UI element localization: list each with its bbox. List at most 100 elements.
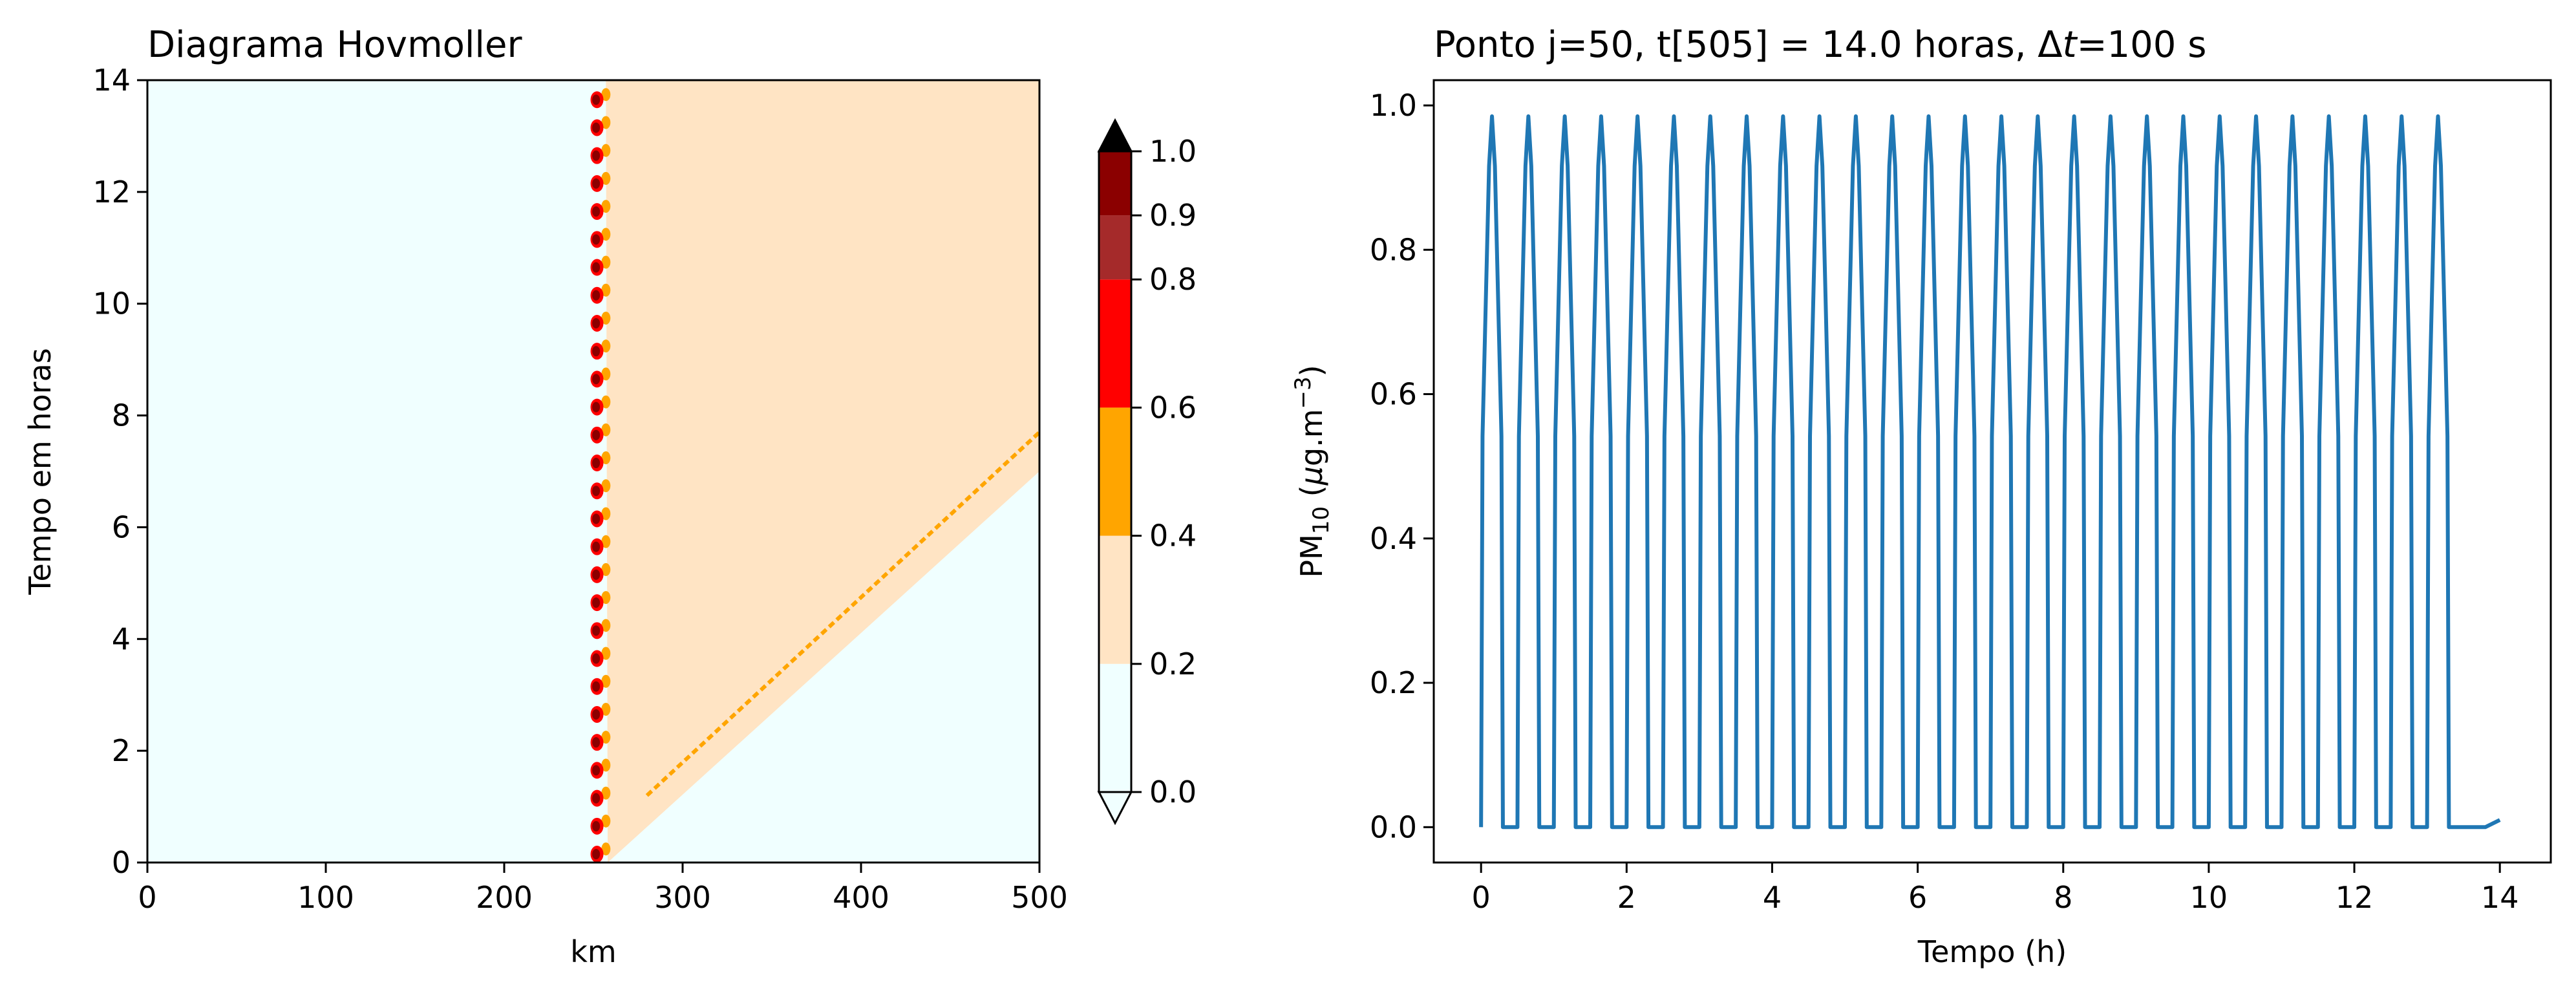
source-pulse-halo [601, 339, 611, 353]
source-pulse-core [592, 458, 601, 469]
source-pulse-halo [601, 144, 611, 157]
source-pulse-halo [601, 311, 611, 325]
source-pulse-halo [601, 619, 611, 632]
y-tick-label: 0.6 [1370, 377, 1417, 412]
colorbar-tick-label: 0.8 [1149, 262, 1197, 297]
source-pulse-core [592, 541, 601, 552]
source-pulse-core [592, 569, 601, 580]
source-pulse-halo [601, 88, 611, 102]
y-tick-label: 0.8 [1370, 232, 1417, 267]
timeseries-chart: Ponto j=50, t[505] = 14.0 horas, Δt=100 … [1290, 24, 2552, 969]
x-tick-label: 0 [1472, 880, 1491, 915]
hovmoller-y-ticks: 0 2 4 6 8 10 12 14 [92, 63, 147, 880]
source-pulse-halo [601, 116, 611, 129]
source-pulse-halo [601, 702, 611, 716]
source-pulse-core [592, 290, 601, 301]
source-pulse-core [592, 234, 601, 245]
source-pulse-halo [601, 842, 611, 856]
source-pulse-core [592, 429, 601, 440]
hovmoller-x-label: km [570, 934, 616, 969]
hovmoller-y-label: Tempo em horas [23, 348, 58, 595]
source-pulse-core [592, 262, 601, 273]
x-tick-label: 2 [1617, 880, 1636, 915]
x-tick-label: 4 [1763, 880, 1782, 915]
source-pulse-halo [601, 395, 611, 409]
source-pulse-core [592, 513, 601, 524]
y-tick-label: 12 [92, 175, 131, 209]
colorbar-under-arrow [1097, 791, 1133, 826]
source-pulse-core [592, 346, 601, 357]
x-tick-label: 14 [2481, 880, 2519, 915]
x-tick-label: 10 [2190, 880, 2228, 915]
hovmoller-x-ticks: 0 100 200 300 400 500 [138, 863, 1068, 915]
source-pulse-core [592, 94, 601, 105]
peak-front-line [645, 431, 1039, 797]
source-pulse-core [592, 206, 601, 217]
colorbar-frame [1098, 150, 1133, 793]
source-pulse-halo [601, 171, 611, 185]
source-pulse-halo [601, 731, 611, 744]
timeseries-frame [1432, 79, 2552, 864]
source-pulse-core [592, 486, 601, 497]
timeseries-plot-area [1479, 114, 2501, 830]
x-tick-label: 8 [2054, 880, 2072, 915]
source-pulse-core [592, 625, 601, 636]
colorbar-tick-label: 0.9 [1149, 198, 1197, 233]
y-tick-label: 2 [112, 733, 131, 768]
source-pulse-halo [601, 255, 611, 269]
y-tick-label: 8 [112, 398, 131, 433]
source-pulse-core [592, 793, 601, 804]
colorbar-bands [1097, 118, 1133, 826]
source-pulse-core [592, 178, 601, 189]
x-tick-label: 100 [297, 880, 354, 915]
timeseries-x-ticks: 0 2 4 6 8 10 12 14 [1472, 863, 2519, 915]
hovmoller-chart: Diagrama Hovmoller 0 100 200 300 400 500 0 2 4 6… [23, 24, 1068, 969]
x-tick-label: 500 [1011, 880, 1068, 915]
source-pulse-halo [601, 423, 611, 436]
colorbar-over-arrow [1097, 118, 1133, 153]
hovmoller-title: Diagrama Hovmoller [147, 24, 522, 66]
y-tick-label: 0.4 [1370, 521, 1417, 556]
colorbar-band [1099, 279, 1131, 408]
colorbar-band [1099, 407, 1131, 536]
colorbar-band [1099, 663, 1131, 792]
source-pulse-halo [601, 200, 611, 213]
source-pulse-halo [601, 367, 611, 381]
hovmoller-plot-area [147, 80, 1039, 863]
colorbar-tick-label: 0.4 [1149, 519, 1197, 553]
y-tick-label: 10 [92, 286, 131, 321]
source-pulse-halo [601, 535, 611, 548]
y-tick-label: 14 [92, 63, 131, 98]
timeseries-x-label: Tempo (h) [1917, 934, 2067, 969]
y-tick-label: 1.0 [1370, 88, 1417, 123]
colorbar-band [1099, 215, 1131, 280]
source-pulse-halo [601, 814, 611, 828]
colorbar-ticks: 0.0 0.2 0.4 0.6 0.8 0.9 1.0 [1131, 134, 1197, 809]
x-tick-label: 6 [1908, 880, 1927, 915]
source-pulse-halo [601, 228, 611, 241]
source-pulse-halo [601, 283, 611, 297]
source-pulse-halo [601, 786, 611, 800]
y-tick-label: 4 [112, 621, 131, 656]
colorbar-tick-label: 0.2 [1149, 647, 1197, 681]
source-pulse-halo [601, 758, 611, 772]
colorbar: 0.0 0.2 0.4 0.6 0.8 0.9 1.0 [1097, 118, 1197, 826]
source-pulse-halo [601, 591, 611, 605]
source-pulse-halo [601, 563, 611, 576]
source-pulse-core [592, 709, 601, 720]
y-tick-label: 0.2 [1370, 665, 1417, 700]
source-pulse-core [592, 681, 601, 692]
timeseries-title: Ponto j=50, t[505] = 14.0 horas, Δt=100 … [1434, 24, 2206, 66]
source-pulse-core [592, 150, 601, 161]
colorbar-band [1099, 535, 1131, 664]
source-pulse-core [592, 402, 601, 413]
y-tick-label: 0.0 [1370, 809, 1417, 844]
colorbar-tick-label: 0.6 [1149, 390, 1197, 425]
source-pulse-core [592, 597, 601, 608]
source-pulse-core [592, 653, 601, 664]
source-pulse-core [592, 849, 601, 860]
source-pulse-halo [601, 451, 611, 465]
x-tick-label: 0 [138, 880, 156, 915]
colorbar-tick-label: 1.0 [1149, 134, 1197, 169]
source-pulse-halo [601, 479, 611, 493]
